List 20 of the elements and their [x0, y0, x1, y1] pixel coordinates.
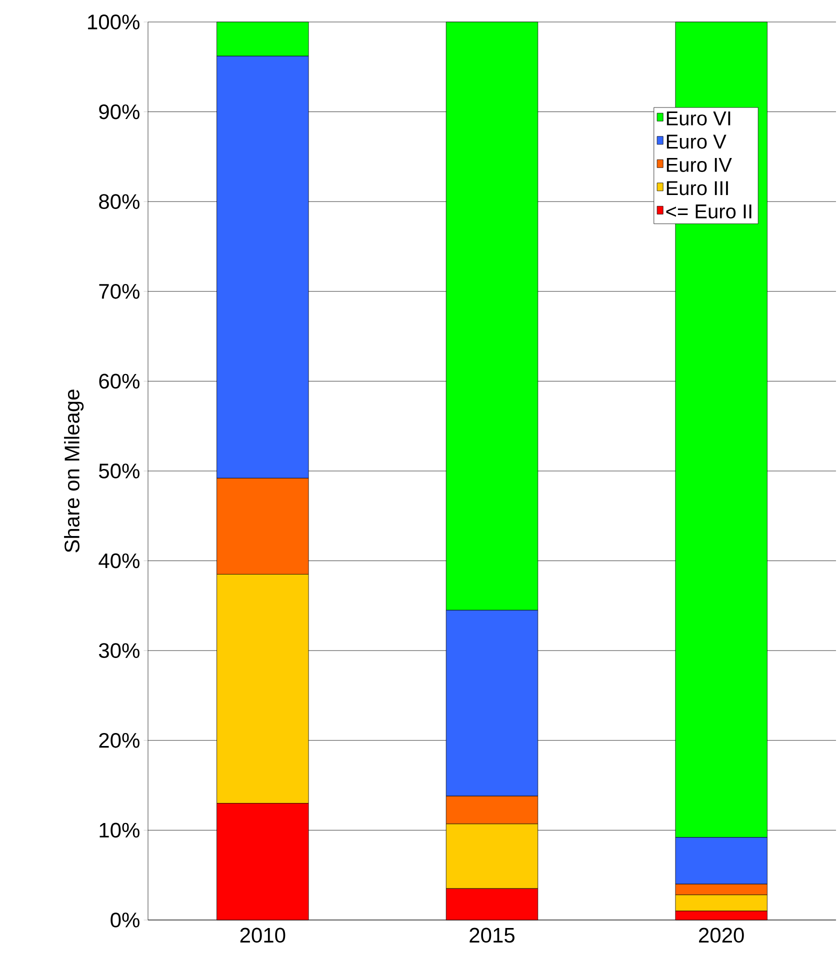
legend-label: Euro III	[666, 181, 728, 196]
y-axis-title: Share on Mileage	[64, 390, 84, 552]
y-tick-label: 50%	[98, 464, 140, 478]
legend-label: <= Euro II	[666, 204, 752, 218]
legend-label: Euro IV	[666, 158, 732, 172]
y-tick-label: 70%	[99, 284, 140, 299]
x-tick-label: 2020	[698, 928, 744, 943]
y-tick-label: 0%	[110, 912, 140, 928]
legend-label: Euro VI	[666, 112, 730, 126]
y-tick-label: 100%	[88, 14, 140, 30]
y-tick-label: 60%	[99, 374, 140, 389]
x-tick-label: 2010	[240, 928, 286, 943]
y-tick-label: 10%	[100, 822, 140, 838]
y-tick-label: 90%	[99, 104, 140, 120]
y-tick-label: 30%	[98, 643, 140, 658]
legend-label: Euro V	[666, 134, 726, 149]
y-tick-label: 20%	[99, 732, 140, 748]
x-tick-label: 2015	[470, 928, 514, 943]
y-tick-label: 40%	[98, 553, 140, 568]
y-tick-label: 80%	[98, 194, 140, 210]
